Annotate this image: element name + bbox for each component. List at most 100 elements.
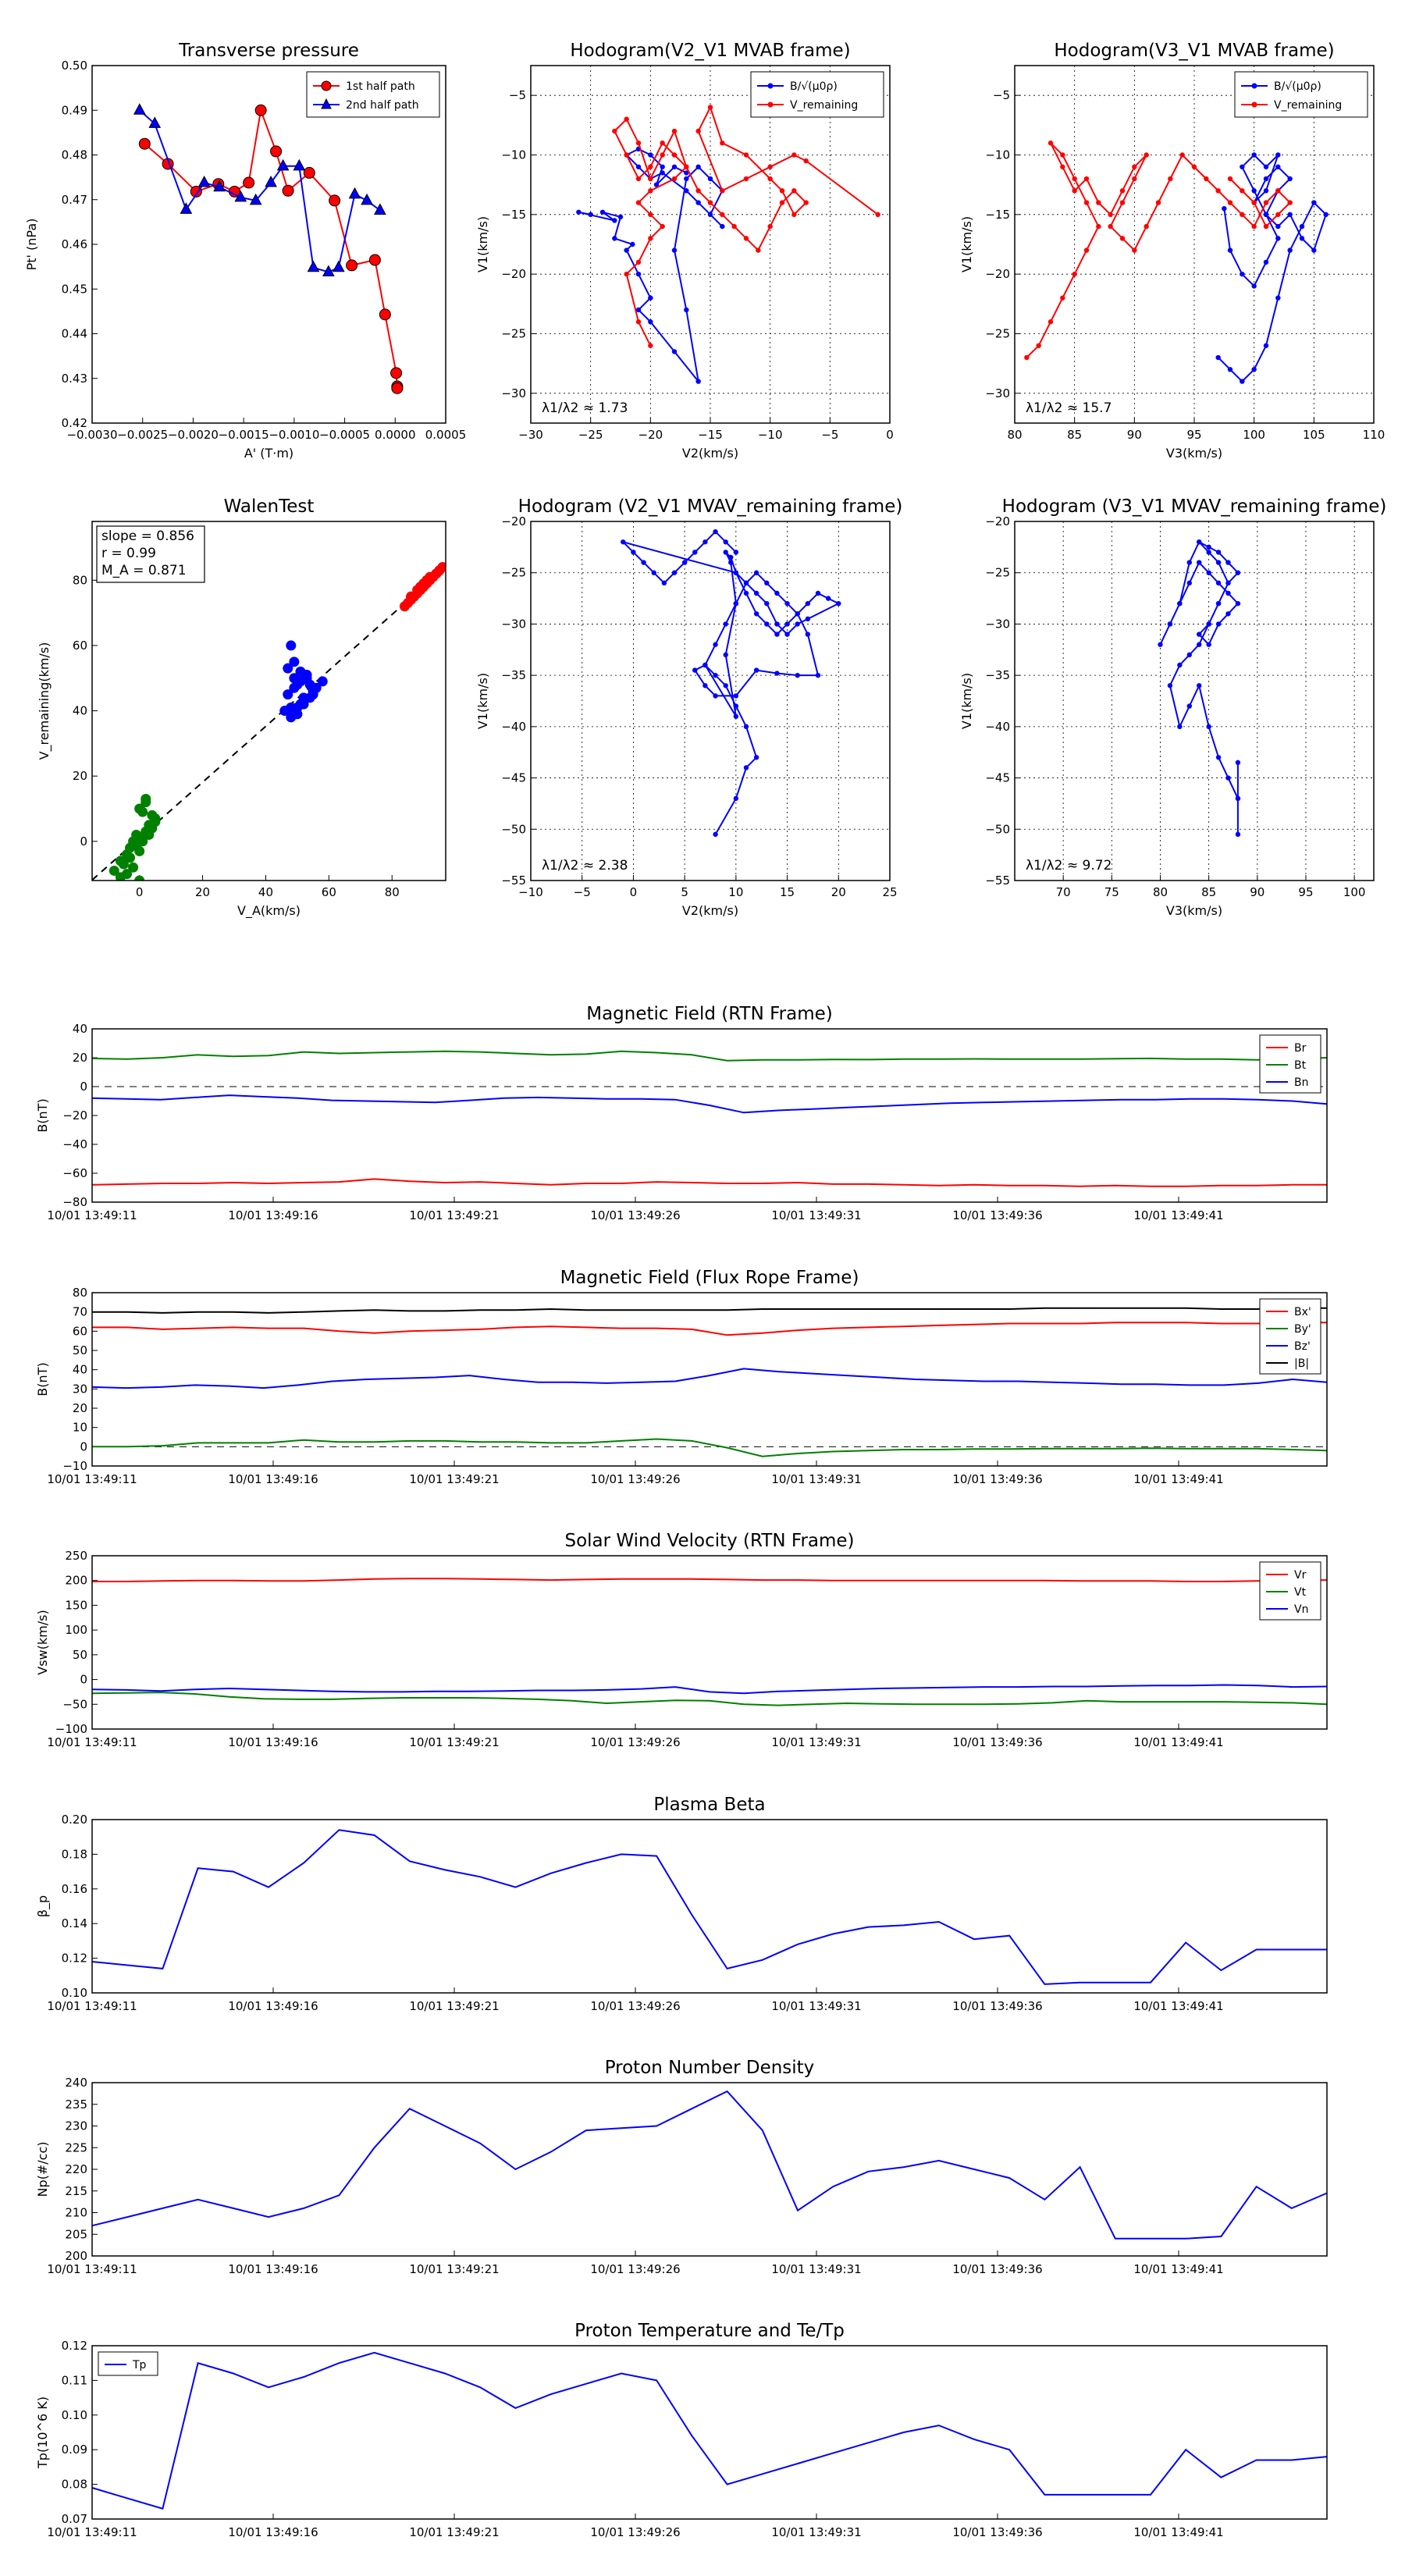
y-tick-label: −40: [62, 1137, 87, 1151]
panel-p4: 0 20 40 60 80 0 20 40 60 80 WalenTest V_A(km/s) V_re…: [37, 496, 446, 919]
data-point: [1215, 580, 1222, 586]
data-point: [723, 539, 728, 545]
data-point: [702, 662, 708, 668]
legend-marker: [767, 101, 774, 108]
data-point: [743, 236, 749, 241]
data-point: [635, 259, 642, 265]
y-tick-label: −55: [985, 873, 1010, 888]
data-point: [180, 202, 193, 214]
data-point: [379, 308, 391, 321]
x-tick-label: −20: [638, 428, 663, 442]
y-tick-label: 80: [73, 573, 87, 587]
legend-label: 1st half path: [346, 80, 415, 93]
x-tick-label: −0.0005: [319, 428, 370, 442]
data-point: [743, 176, 749, 182]
data-point: [753, 590, 759, 596]
data-point: [140, 793, 151, 804]
data-point: [1132, 247, 1137, 253]
data-point: [1215, 354, 1221, 361]
time-tick-label: 10/01 13:49:16: [228, 1472, 318, 1486]
chart-title: WalenTest: [224, 496, 315, 517]
data-point: [1108, 212, 1113, 218]
data-point: [265, 175, 277, 187]
data-point: [1096, 200, 1101, 205]
data-point: [707, 200, 713, 205]
data-point: [641, 560, 646, 565]
plot-frame: [91, 2082, 1328, 2257]
x-tick-label: 0.0000: [375, 428, 416, 442]
data-point: [684, 188, 689, 194]
data-point: [276, 158, 290, 171]
data-point: [317, 676, 328, 687]
plot-frame: [91, 521, 446, 881]
y-tick-label: −40: [985, 720, 1010, 734]
data-point: [815, 672, 821, 678]
data-point: [720, 188, 725, 194]
data-point: [108, 865, 119, 876]
chart-title: Hodogram (V2_V1 MVAV_remaining frame): [518, 496, 903, 517]
plot-frame: [530, 65, 891, 424]
y-tick-label: 235: [65, 2097, 87, 2112]
time-tick-label: 10/01 13:49:36: [952, 2525, 1042, 2539]
x-tick-label: 90: [1250, 885, 1264, 899]
legend-label: By': [1294, 1323, 1311, 1336]
data-point: [805, 600, 811, 607]
legend-label: Bx': [1294, 1306, 1311, 1318]
panel-p6: 70 75 80 85 90 95 100 −55 −50 −45 −40 −35 −30 −25 −20H…: [959, 496, 1386, 918]
data-point: [723, 621, 728, 627]
plot-frame: [1014, 521, 1375, 881]
y-tick-label: 0.07: [62, 2512, 87, 2526]
y-tick-label: 0.46: [62, 237, 87, 251]
data-point: [128, 862, 139, 873]
data-point: [1263, 212, 1269, 218]
y-tick-label: −60: [62, 1166, 87, 1180]
data-point: [695, 188, 701, 194]
data-point: [1072, 176, 1077, 182]
data-point: [695, 128, 701, 134]
data-point: [1275, 188, 1281, 194]
data-point: [1275, 212, 1281, 218]
data-point: [1222, 206, 1227, 212]
data-point: [753, 667, 759, 673]
x-tick-label: −0.0010: [269, 428, 319, 442]
data-point: [1287, 200, 1293, 205]
legend: Tp: [98, 2351, 158, 2376]
data-point: [1155, 200, 1161, 205]
data-point: [1060, 164, 1065, 169]
x-tick-label: 20: [195, 885, 210, 899]
data-point: [648, 236, 653, 241]
data-point: [661, 580, 667, 586]
legend: Vr Vt Vn: [1259, 1561, 1321, 1621]
time-tick-label: 10/01 13:49:41: [1133, 1999, 1223, 2013]
walen-info: slope = 0.856 r = 0.99 M_A = 0.871: [96, 525, 205, 583]
data-point: [1215, 621, 1222, 627]
y-tick-label: −20: [62, 1108, 87, 1123]
data-point: [648, 212, 653, 218]
data-point: [1263, 176, 1269, 182]
data-point: [292, 709, 303, 720]
time-tick-label: 10/01 13:49:21: [409, 1472, 499, 1486]
data-point: [733, 795, 739, 802]
legend-marker: [1251, 83, 1257, 89]
data-point: [213, 180, 226, 192]
data-point: [684, 307, 689, 313]
data-point: [743, 724, 749, 730]
x-tick-label: −0.0020: [168, 428, 219, 442]
legend: B/√(μ0ρ) V_remaining: [1234, 71, 1368, 118]
data-point: [147, 809, 158, 820]
y-tick-label: −35: [501, 668, 526, 682]
data-point: [1206, 621, 1211, 627]
data-point: [1251, 188, 1257, 194]
time-tick-label: 10/01 13:49:36: [952, 1735, 1042, 1749]
data-point: [1048, 141, 1054, 146]
data-point: [1263, 223, 1269, 229]
data-point: [720, 223, 725, 229]
x-tick-label: −0.0025: [117, 428, 168, 442]
data-point: [774, 671, 780, 676]
y-tick-label: 0.12: [62, 2339, 87, 2353]
data-point: [723, 652, 728, 658]
data-point: [713, 831, 718, 838]
data-point: [753, 755, 759, 760]
plot-frame: [91, 1555, 1328, 1730]
x-tick-label: 20: [831, 885, 846, 899]
